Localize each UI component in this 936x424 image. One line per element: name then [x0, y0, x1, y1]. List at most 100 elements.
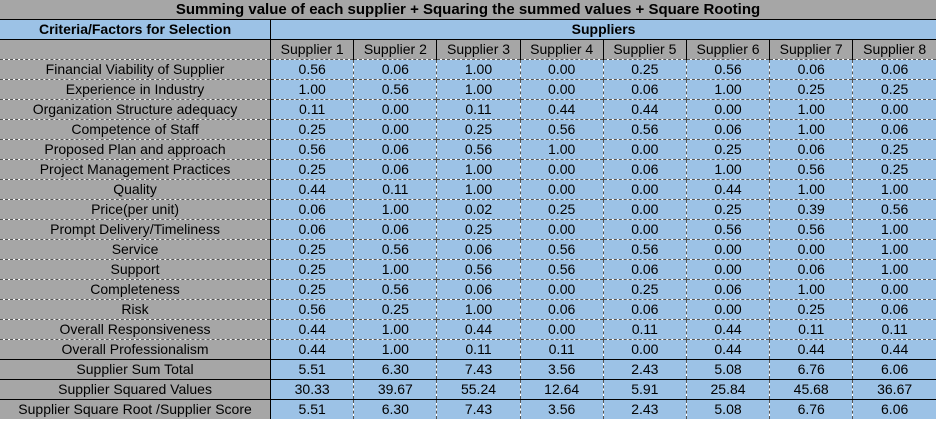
supplier-2-header: Supplier 2 — [353, 39, 437, 60]
supplier-6-value: 1.00 — [685, 79, 770, 100]
supplier-1-value: 0.56 — [270, 299, 354, 320]
supplier-5-value: 0.06 — [602, 159, 687, 180]
supplier-6-value: 5.08 — [685, 399, 770, 419]
supplier-3-value: 1.00 — [436, 299, 521, 320]
supplier-8-value: 1.00 — [852, 179, 936, 200]
blank-cell — [0, 39, 272, 60]
supplier-5-value: 0.25 — [602, 279, 687, 300]
supplier-3-value: 1.00 — [436, 159, 521, 180]
criteria-row-label: Risk — [0, 299, 272, 320]
supplier-7-value: 0.56 — [769, 159, 853, 180]
supplier-8-value: 1.00 — [852, 239, 936, 260]
criteria-row-label: Proposed Plan and approach — [0, 139, 272, 160]
supplier-6-value: 0.00 — [685, 99, 770, 120]
supplier-2-value: 0.06 — [353, 219, 437, 240]
supplier-7-value: 1.00 — [769, 119, 853, 140]
summary-row-label: Supplier Sum Total — [0, 359, 272, 380]
supplier-3-value: 0.06 — [436, 239, 521, 260]
supplier-5-value: 0.56 — [602, 239, 687, 260]
supplier-6-value: 0.44 — [685, 319, 770, 340]
criteria-row: Overall Responsiveness 0.44 1.00 0.44 0.00 0.… — [0, 319, 936, 340]
supplier-6-value: 0.00 — [685, 259, 770, 280]
supplier-8-value: 6.06 — [852, 359, 936, 380]
criteria-row: Project Management Practices 0.25 0.06 1.00… — [0, 159, 936, 180]
supplier-3-value: 0.56 — [436, 139, 521, 160]
supplier-6-value: 0.44 — [685, 179, 770, 200]
supplier-5-value: 0.56 — [602, 119, 687, 140]
supplier-6-value: 1.00 — [685, 159, 770, 180]
supplier-7-header: Supplier 7 — [769, 39, 853, 60]
supplier-5-value: 0.00 — [602, 179, 687, 200]
supplier-5-value: 2.43 — [602, 399, 687, 419]
supplier-7-value: 0.56 — [769, 219, 853, 240]
supplier-5-value: 0.44 — [602, 99, 687, 120]
criteria-row-label: Project Management Practices — [0, 159, 272, 180]
criteria-row-label: Experience in Industry — [0, 79, 272, 100]
supplier-8-value: 0.11 — [852, 319, 936, 340]
supplier-4-value: 1.00 — [519, 139, 604, 160]
supplier-2-value: 6.30 — [353, 399, 437, 419]
supplier-1-value: 0.11 — [270, 99, 354, 120]
supplier-6-value: 25.84 — [685, 379, 770, 400]
supplier-3-value: 1.00 — [436, 179, 521, 200]
supplier-5-value: 0.11 — [602, 319, 687, 340]
supplier-4-value: 0.00 — [519, 319, 604, 340]
supplier-4-value: 0.00 — [519, 179, 604, 200]
supplier-7-value: 0.06 — [769, 139, 853, 160]
criteria-row: Quality 0.44 0.11 1.00 0.00 0.00 0.44 1.00 1.00 — [0, 179, 936, 200]
supplier-5-value: 0.06 — [602, 79, 687, 100]
supplier-1-value: 0.25 — [270, 259, 354, 280]
supplier-6-value: 0.44 — [685, 339, 770, 360]
supplier-2-value: 1.00 — [353, 339, 437, 360]
supplier-4-value: 3.56 — [519, 359, 604, 380]
criteria-row: Service 0.25 0.56 0.06 0.56 0.56 0.00 0.00 1.00 — [0, 239, 936, 260]
supplier-4-value: 0.25 — [519, 199, 604, 220]
supplier-2-value: 0.06 — [353, 159, 437, 180]
supplier-8-value: 1.00 — [852, 259, 936, 280]
supplier-7-value: 6.76 — [769, 359, 853, 380]
supplier-6-value: 0.06 — [685, 119, 770, 140]
supplier-7-value: 0.00 — [769, 239, 853, 260]
supplier-7-value: 6.76 — [769, 399, 853, 419]
supplier-2-value: 1.00 — [353, 199, 437, 220]
table-title: Summing value of each supplier + Squarin… — [0, 0, 936, 20]
supplier-5-value: 0.00 — [602, 139, 687, 160]
criteria-row: Competence of Staff 0.25 0.00 0.25 0.56 0.56 0… — [0, 119, 936, 140]
supplier-5-value: 0.00 — [602, 199, 687, 220]
supplier-2-value: 0.06 — [353, 59, 437, 80]
criteria-row-label: Organization Structure adequacy — [0, 99, 272, 120]
supplier-8-header: Supplier 8 — [852, 39, 936, 60]
supplier-7-value: 0.25 — [769, 79, 853, 100]
supplier-1-value: 5.51 — [270, 359, 354, 380]
supplier-8-value: 0.56 — [852, 199, 936, 220]
supplier-6-value: 0.00 — [685, 299, 770, 320]
supplier-7-value: 0.11 — [769, 319, 853, 340]
supplier-8-value: 36.67 — [852, 379, 936, 400]
supplier-5-value: 0.06 — [602, 299, 687, 320]
supplier-7-value: 0.25 — [769, 299, 853, 320]
supplier-4-value: 0.44 — [519, 99, 604, 120]
criteria-row: Risk 0.56 0.25 1.00 0.06 0.06 0.00 0.25 0.06 — [0, 299, 936, 320]
supplier-3-header: Supplier 3 — [436, 39, 521, 60]
supplier-8-value: 0.00 — [852, 99, 936, 120]
supplier-6-header: Supplier 6 — [685, 39, 770, 60]
supplier-6-value: 0.56 — [685, 219, 770, 240]
supplier-3-value: 0.56 — [436, 259, 521, 280]
supplier-1-value: 0.25 — [270, 119, 354, 140]
supplier-8-value: 0.00 — [852, 279, 936, 300]
criteria-row: Experience in Industry 1.00 0.56 1.00 0.00 0.… — [0, 79, 936, 100]
supplier-4-value: 0.00 — [519, 219, 604, 240]
supplier-2-value: 6.30 — [353, 359, 437, 380]
supplier-4-value: 12.64 — [519, 379, 604, 400]
supplier-names-row: Supplier 1 Supplier 2 Supplier 3 Supplie… — [0, 39, 936, 60]
supplier-5-value: 0.00 — [602, 219, 687, 240]
criteria-row: Price(per unit) 0.06 1.00 0.02 0.25 0.00 0.25 0… — [0, 199, 936, 220]
summary-row: Supplier Square Root /Supplier Score 5.51… — [0, 399, 936, 419]
supplier-7-value: 0.44 — [769, 339, 853, 360]
summary-row: Supplier Sum Total 5.51 6.30 7.43 3.56 2.43 5.… — [0, 359, 936, 380]
criteria-row: Overall Professionalism 0.44 1.00 0.11 0.11 0… — [0, 339, 936, 360]
supplier-2-value: 0.25 — [353, 299, 437, 320]
supplier-5-value: 0.06 — [602, 259, 687, 280]
supplier-3-value: 0.11 — [436, 339, 521, 360]
summary-row-label: Supplier Square Root /Supplier Score — [0, 399, 272, 419]
